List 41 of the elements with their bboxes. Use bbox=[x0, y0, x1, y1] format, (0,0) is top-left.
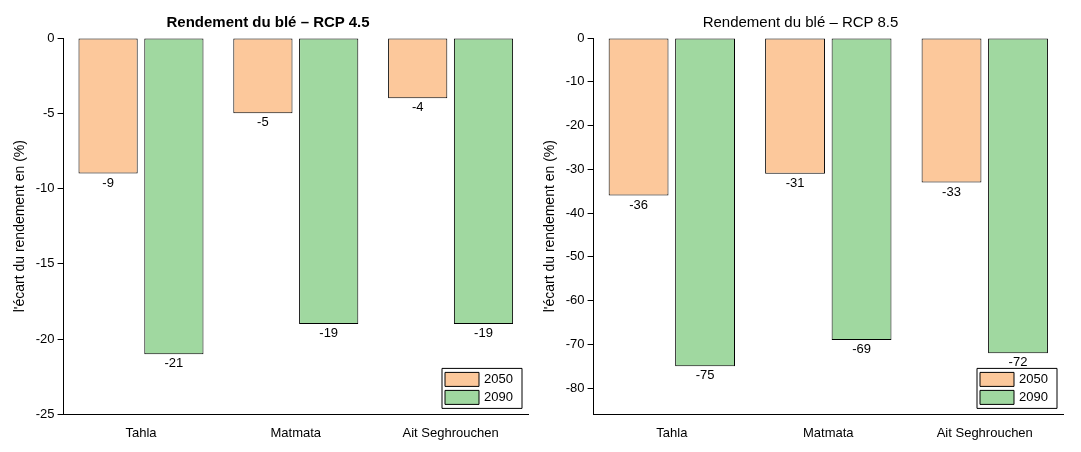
legend-label: 2090 bbox=[1019, 388, 1048, 404]
y-tick-label: -15 bbox=[35, 255, 55, 271]
data-label: -75 bbox=[695, 367, 715, 383]
x-tick-label: Tahla bbox=[656, 424, 689, 440]
data-label: -19 bbox=[474, 325, 493, 341]
legend-label: 2050 bbox=[484, 370, 513, 386]
data-label: -4 bbox=[411, 99, 424, 115]
x-tick-label: Ait Seghrouchen bbox=[936, 424, 1033, 440]
x-tick-label: Tahla bbox=[125, 424, 158, 440]
data-label: -69 bbox=[852, 341, 871, 357]
y-tick-label: -70 bbox=[565, 335, 585, 351]
data-label: -36 bbox=[629, 196, 648, 212]
chart-title: Rendement du blé – RCP 4.5 bbox=[166, 13, 370, 31]
y-tick-label: -60 bbox=[565, 292, 585, 308]
data-label: -9 bbox=[102, 174, 114, 190]
y-tick-label: 0 bbox=[47, 29, 55, 45]
y-axis-title: l'écart du rendement en (%) bbox=[541, 140, 558, 313]
y-tick-label: -10 bbox=[565, 73, 585, 89]
x-tick-label: Ait Seghrouchen bbox=[402, 424, 499, 440]
y-tick-label: -50 bbox=[565, 248, 585, 264]
y-tick-label: -80 bbox=[565, 379, 585, 395]
data-label: -21 bbox=[164, 355, 184, 371]
x-tick-label: Matmata bbox=[803, 424, 855, 440]
legend-label: 2050 bbox=[1019, 370, 1048, 386]
chart-title: Rendement du blé – RCP 8.5 bbox=[702, 13, 899, 31]
y-tick-label: 0 bbox=[577, 29, 585, 45]
y-axis-title: l'écart du rendement en (%) bbox=[11, 140, 28, 313]
y-tick-label: -25 bbox=[35, 405, 55, 421]
data-label: -19 bbox=[319, 325, 339, 341]
y-tick-label: -5 bbox=[43, 104, 55, 120]
data-label: -5 bbox=[257, 114, 269, 130]
y-tick-label: -40 bbox=[565, 204, 585, 220]
y-tick-label: -20 bbox=[35, 330, 55, 346]
legend-label: 2090 bbox=[484, 388, 513, 404]
y-tick-label: -10 bbox=[35, 180, 55, 196]
x-tick-label: Matmata bbox=[270, 424, 322, 440]
y-tick-label: -30 bbox=[565, 160, 585, 176]
data-label: -33 bbox=[942, 183, 961, 199]
data-label: -31 bbox=[785, 174, 805, 190]
y-tick-label: -20 bbox=[565, 117, 585, 133]
data-label: -72 bbox=[1008, 354, 1028, 370]
